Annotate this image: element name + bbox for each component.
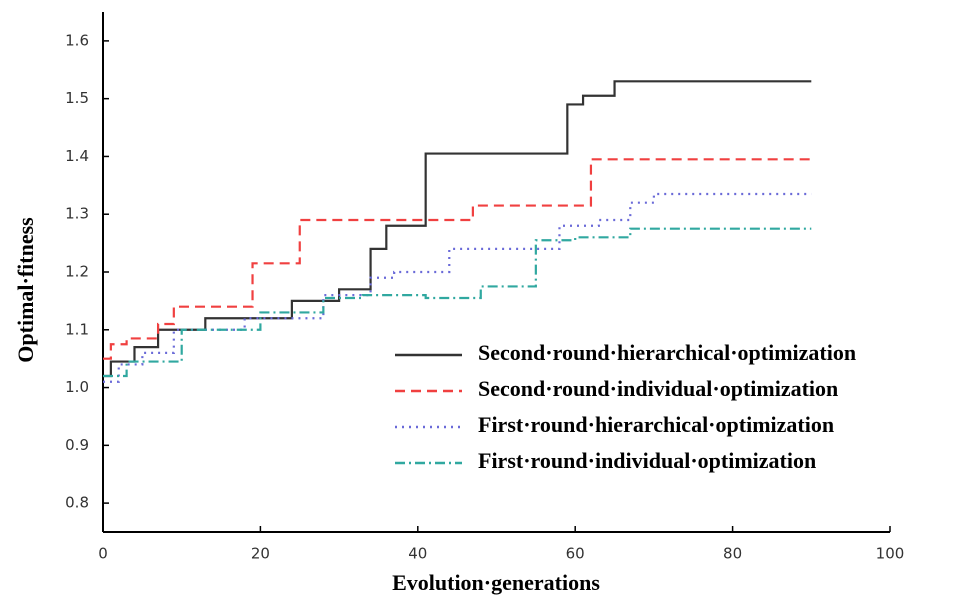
series-line — [103, 227, 812, 378]
legend-label: First·round·individual·optimization — [478, 448, 816, 473]
y-tick-label: 1.5 — [65, 89, 89, 107]
x-tick-label: 60 — [566, 545, 585, 563]
y-tick-label: 1.4 — [65, 147, 89, 165]
y-tick-label: 1.1 — [65, 320, 89, 338]
series-line — [103, 158, 812, 360]
series-line — [103, 80, 812, 378]
y-tick-label: 0.8 — [65, 494, 89, 512]
legend-label: Second·round·individual·optimization — [478, 376, 838, 401]
x-tick-label: 100 — [876, 545, 905, 563]
y-tick-label: 1.2 — [65, 263, 89, 281]
y-tick-label: 1.3 — [65, 205, 89, 223]
y-tick-label: 1.6 — [65, 31, 89, 49]
x-tick-label: 0 — [98, 545, 108, 563]
y-tick-label: 1.0 — [65, 378, 89, 396]
x-axis-label: Evolution·generations — [392, 570, 600, 595]
x-tick-label: 80 — [723, 545, 742, 563]
y-axis-label: Optimal·fitness — [13, 217, 38, 363]
y-tick-label: 0.9 — [65, 436, 89, 454]
x-tick-label: 20 — [251, 545, 270, 563]
legend-label: Second·round·hierarchical·optimization — [478, 340, 856, 365]
legend-label: First·round·hierarchical·optimization — [478, 412, 834, 437]
x-tick-label: 40 — [408, 545, 427, 563]
